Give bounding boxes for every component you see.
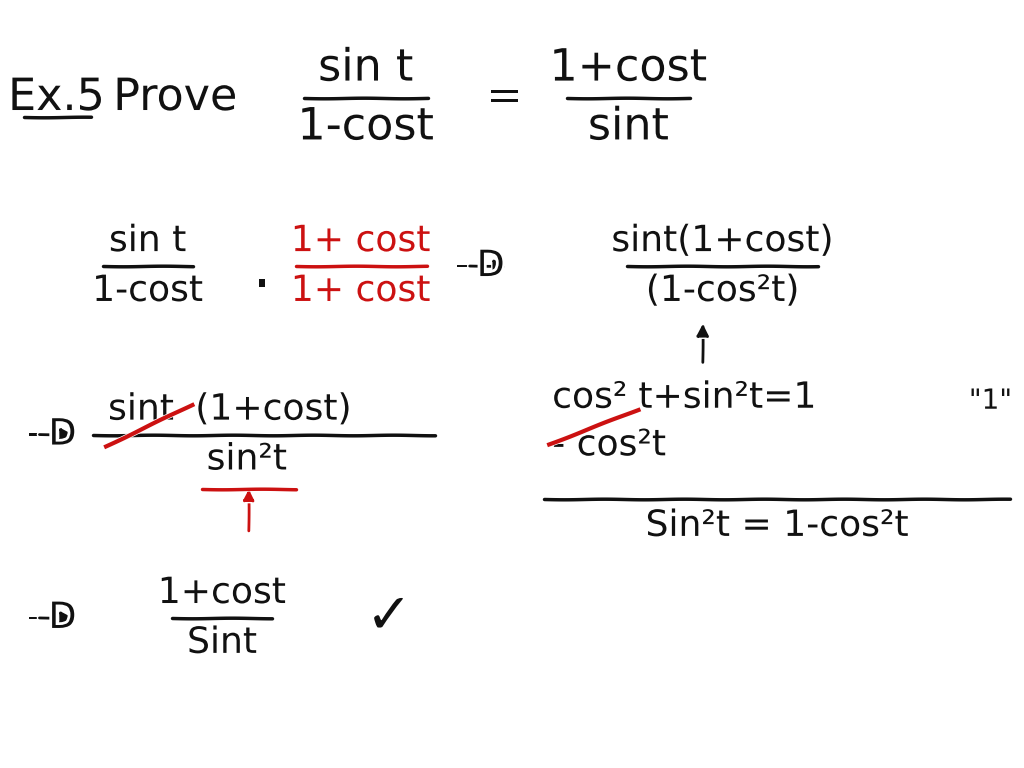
Text: 1+ cost: 1+ cost: [291, 274, 431, 308]
Text: sin t: sin t: [109, 224, 186, 258]
Text: "1": "1": [969, 387, 1012, 415]
Text: Sint: Sint: [187, 626, 257, 660]
Text: 1+cost: 1+cost: [550, 47, 708, 90]
Text: –: –: [27, 601, 45, 635]
Text: sint: sint: [109, 392, 174, 427]
Text: –: –: [455, 249, 473, 283]
Text: =: =: [485, 76, 523, 119]
Text: sin²t: sin²t: [207, 442, 287, 476]
Text: (1+cost): (1+cost): [196, 392, 352, 427]
Text: Ex.5: Ex.5: [8, 76, 104, 119]
Text: sin t: sin t: [318, 47, 414, 90]
Text: D: D: [48, 601, 77, 635]
Text: –: –: [27, 418, 45, 452]
Text: - cos²t: - cos²t: [552, 429, 667, 462]
Text: ✓: ✓: [366, 591, 413, 645]
Text: sint(1+cost): sint(1+cost): [611, 224, 834, 258]
Text: 1+ cost: 1+ cost: [291, 224, 431, 258]
Text: .: .: [253, 241, 271, 299]
Text: sint: sint: [588, 105, 669, 148]
Text: Sin²t = 1-cos²t: Sin²t = 1-cos²t: [645, 509, 908, 543]
Text: 1-cost: 1-cost: [297, 105, 434, 148]
Text: D: D: [48, 418, 77, 452]
Text: D: D: [477, 249, 505, 283]
Text: Prove: Prove: [114, 76, 238, 119]
Text: 1-cost: 1-cost: [92, 274, 203, 308]
Text: (1-cos²t): (1-cos²t): [646, 274, 800, 308]
Text: cos²: cos²: [552, 381, 628, 415]
Text: t+sin²t=1: t+sin²t=1: [638, 381, 817, 415]
Text: 1+cost: 1+cost: [158, 576, 287, 610]
